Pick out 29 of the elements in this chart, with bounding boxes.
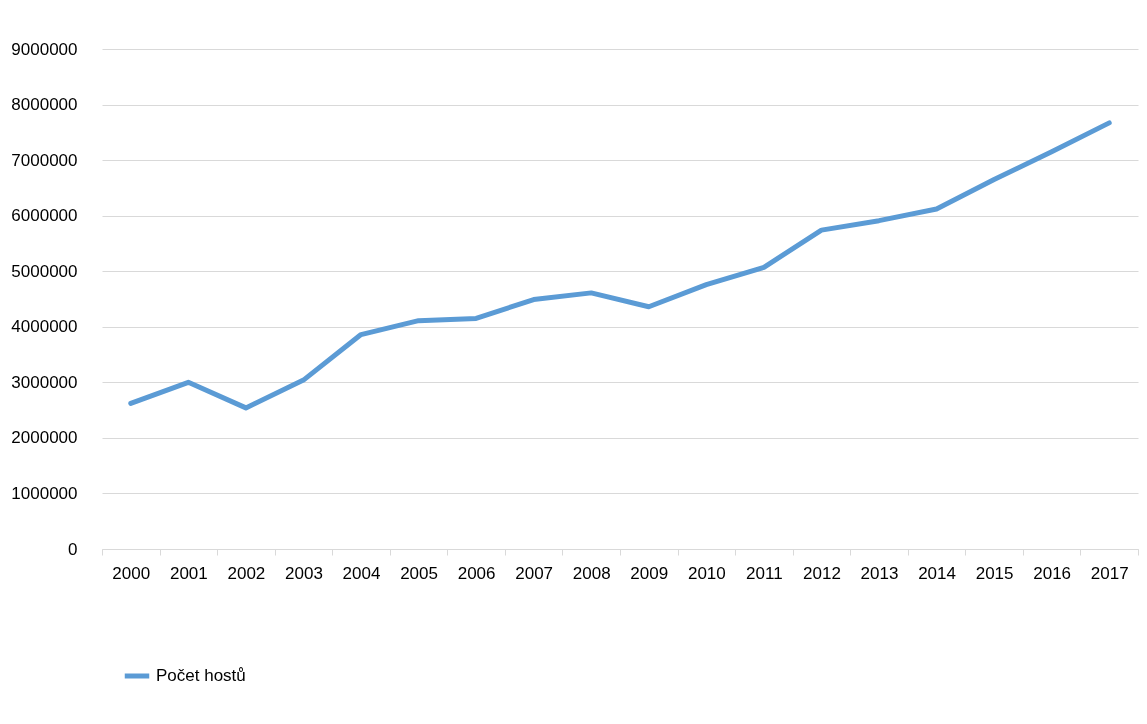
y-tick-label: 1000000 [11,483,78,503]
legend-label: Počet hostů [156,666,246,685]
x-tick-label: 2010 [687,563,726,583]
x-tick-label: 2014 [918,563,956,583]
x-tick-label: 2005 [400,563,438,583]
y-tick-label: 2000000 [11,428,78,448]
x-tick-label: 2003 [285,563,323,583]
x-tick-label: 2004 [342,563,381,583]
x-tick-label: 2016 [1033,563,1072,583]
x-tick-label: 2013 [860,563,899,583]
y-tick-label: 5000000 [11,261,78,281]
y-tick-label: 8000000 [11,95,78,115]
x-tick-label: 2017 [1090,563,1129,583]
x-tick-label: 2009 [630,563,669,583]
y-tick-label: 3000000 [11,372,78,392]
y-tick-label: 7000000 [11,150,78,170]
x-tick-label: 2007 [515,563,554,583]
y-tick-label: 6000000 [11,206,78,226]
x-tick-label: 2015 [975,563,1014,583]
x-tick-label: 2011 [746,563,783,583]
x-tick-label: 2001 [169,563,208,583]
y-tick-label: 0 [68,539,78,559]
y-tick-label: 9000000 [11,39,78,59]
y-tick-label: 4000000 [11,317,78,337]
x-tick-label: 2012 [803,563,841,583]
x-tick-label: 2000 [112,563,151,583]
x-tick-label: 2008 [572,563,611,583]
x-tick-label: 2006 [457,563,496,583]
x-tick-label: 2002 [227,563,266,583]
